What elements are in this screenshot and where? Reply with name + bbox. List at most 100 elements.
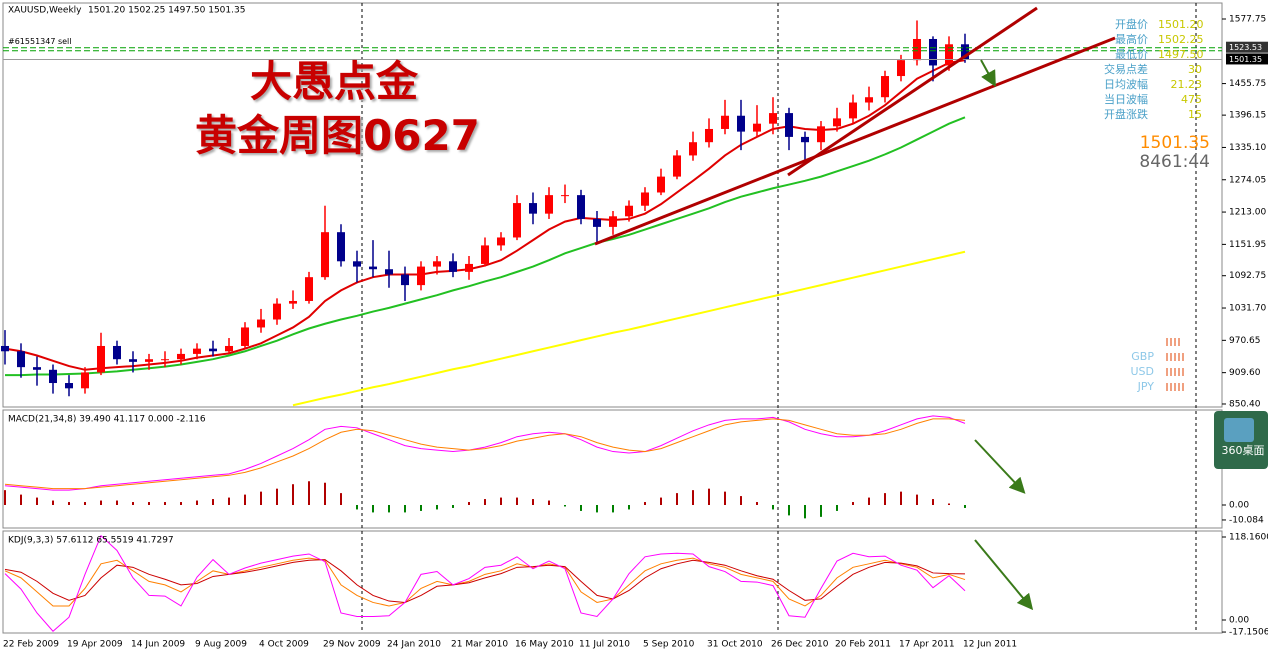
candle-body: [49, 369, 57, 384]
x-tick-label: 19 Apr 2009: [67, 640, 123, 650]
info-row: 交易点差 30: [1098, 62, 1202, 77]
indicator-line: [4, 534, 966, 632]
x-tick-label: 20 Feb 2011: [835, 640, 891, 650]
candle-body: [145, 359, 153, 362]
widget-icon: [1224, 418, 1254, 442]
y-tick-label: 1031.70: [1229, 304, 1266, 314]
y-tick-label: 1092.75: [1229, 271, 1266, 281]
candle-body: [241, 327, 249, 346]
info-label: 开盘涨跌: [1104, 108, 1148, 121]
y-tick-label: 850.40: [1229, 399, 1261, 409]
candle-body: [593, 218, 601, 227]
x-tick-label: 9 Aug 2009: [195, 640, 247, 650]
info-label: 开盘价: [1115, 18, 1148, 31]
trend-line: [787, 6, 1038, 177]
candle-body: [321, 232, 329, 278]
candle-body: [17, 351, 25, 368]
indicator-line: [292, 250, 966, 407]
x-tick-label: 16 May 2010: [515, 640, 574, 650]
period-separators: [361, 3, 1197, 633]
y-tick-label: 0.00: [1229, 500, 1249, 510]
candle-body: [225, 345, 233, 352]
candle-body: [625, 205, 633, 217]
info-timer: 8461:44: [1139, 152, 1210, 172]
currency-bar: [1166, 353, 1168, 361]
info-value: 21.23: [1170, 78, 1203, 91]
currency-bar: [1178, 338, 1180, 346]
candle-body: [529, 203, 537, 214]
y-tick-label: 1335.10: [1229, 143, 1266, 153]
y-tick-label: -17.1506: [1229, 628, 1268, 638]
watermark: 黄金周图0627: [195, 111, 480, 160]
candle-body: [913, 38, 921, 61]
candle-body: [129, 359, 137, 362]
candle-body: [929, 38, 937, 66]
currency-bar: [1174, 338, 1176, 346]
candle-body: [497, 237, 505, 246]
info-label: 最低价: [1115, 48, 1148, 61]
info-label: 交易点差: [1104, 63, 1148, 76]
y-tick-label: 1396.15: [1229, 111, 1266, 121]
candle-body: [689, 142, 697, 156]
currency: USD: [1130, 365, 1154, 378]
y-tick-label: 1455.75: [1229, 79, 1266, 89]
order-label: #61551347 sell: [8, 37, 72, 46]
x-tick-label: 5 Sep 2010: [643, 640, 695, 650]
candle-body: [161, 359, 169, 361]
info-row: 最低价 1497.50: [1098, 47, 1204, 62]
y-tick-label: 1151.95: [1229, 240, 1266, 250]
candle-body: [209, 348, 217, 352]
widget-label[interactable]: 360桌面: [1222, 444, 1265, 457]
info-row: 开盘价 1501.20: [1098, 17, 1204, 32]
candle-body: [449, 261, 457, 272]
x-tick-label: 14 Jun 2009: [131, 640, 185, 650]
y-tick-label: 0.00: [1229, 616, 1249, 626]
x-tick-label: 22 Feb 2009: [3, 640, 59, 650]
y-tick-label: 1274.05: [1229, 175, 1266, 185]
y-tick-label: 118.16006: [1229, 532, 1268, 542]
widget[interactable]: 360桌面: [1214, 411, 1268, 469]
candle-body: [897, 60, 905, 77]
main-panel: [2, 2, 1223, 408]
currency: JPY: [1137, 380, 1154, 393]
currency-bar: [1174, 383, 1176, 391]
candle-body: [865, 97, 873, 103]
candle-body: [945, 44, 953, 66]
currency-bar: [1174, 368, 1176, 376]
candle-body: [817, 126, 825, 143]
x-tick-label: 12 Jun 2011: [963, 640, 1017, 650]
info-value: 1502.25: [1158, 33, 1204, 46]
candle-body: [753, 123, 761, 132]
indicator-line: [4, 415, 966, 491]
info-value: 475: [1181, 93, 1202, 106]
info-row: 开盘涨跌 15: [1098, 107, 1202, 122]
candle-body: [961, 44, 969, 60]
candle-body: [657, 176, 665, 193]
candle-body: [33, 367, 41, 370]
currency-bar: [1178, 383, 1180, 391]
info-row: 日均波幅 21.23: [1098, 77, 1202, 92]
watermark: 大愚点金: [250, 57, 419, 106]
currency-bar: [1182, 383, 1184, 391]
info-panel: 开盘价 1501.20 最高价 1502.25 最低价 1497.50 交易点差 30 日均波幅…: [1098, 17, 1204, 122]
info-row: 最高价 1502.25: [1098, 32, 1204, 47]
candle-body: [97, 345, 105, 373]
currency-bar: [1178, 368, 1180, 376]
candle-body: [289, 300, 297, 304]
price-box: [1226, 53, 1268, 65]
price-box-label: 1501.35: [1229, 55, 1262, 64]
trend-line: [594, 36, 1116, 246]
candle-body: [369, 266, 377, 270]
y-tick-label: 1213.00: [1229, 208, 1266, 218]
currency-bar: [1170, 368, 1172, 376]
x-tick-label: 21 Mar 2010: [451, 640, 508, 650]
candle-body: [769, 113, 777, 124]
x-tick-label: 4 Oct 2009: [259, 640, 309, 650]
chart-title: XAUUSD,Weekly: [8, 6, 82, 16]
candle-body: [273, 303, 281, 320]
candle-body: [337, 232, 345, 262]
currency-bar: [1182, 368, 1184, 376]
candle-body: [833, 118, 841, 127]
candle-body: [113, 345, 121, 360]
